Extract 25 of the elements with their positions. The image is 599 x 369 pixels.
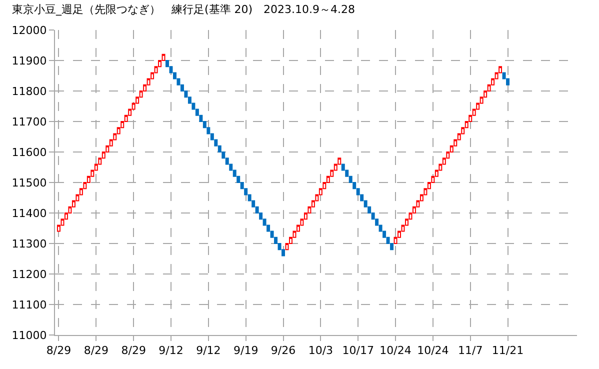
x-tick-label: 9/26: [270, 344, 296, 358]
x-tick-label: 8/29: [84, 344, 109, 358]
x-tick-label: 8/29: [46, 344, 72, 358]
chart-title: 東京小豆_週足（先限つなぎ） 練行足(基準 20) 2023.10.9～4.28: [12, 3, 356, 16]
y-tick-label: 11200: [12, 268, 47, 281]
y-tick-label: 11800: [12, 84, 47, 98]
y-tick-label: 11500: [12, 176, 47, 190]
y-tick-label: 11600: [12, 146, 47, 159]
x-tick-label: 11/7: [458, 344, 483, 358]
x-tick-label: 9/12: [196, 344, 221, 358]
y-tick-label: 11100: [12, 298, 47, 312]
y-tick-label: 11900: [12, 54, 47, 68]
y-tick-label: 12000: [12, 24, 47, 37]
y-tick-label: 11700: [12, 115, 47, 128]
x-tick-label: 8/29: [121, 344, 146, 358]
y-tick-label: 11300: [12, 237, 47, 250]
x-tick-label: 10/24: [417, 344, 449, 358]
x-tick-label: 9/12: [158, 344, 184, 358]
y-tick-label: 11400: [12, 206, 47, 220]
y-tick-label: 11000: [12, 328, 47, 342]
x-tick-label: 11/21: [492, 344, 524, 358]
x-tick-label: 10/3: [308, 344, 334, 358]
x-tick-label: 10/24: [380, 344, 412, 358]
x-tick-label: 10/17: [342, 344, 374, 358]
x-tick-label: 9/19: [233, 344, 258, 358]
